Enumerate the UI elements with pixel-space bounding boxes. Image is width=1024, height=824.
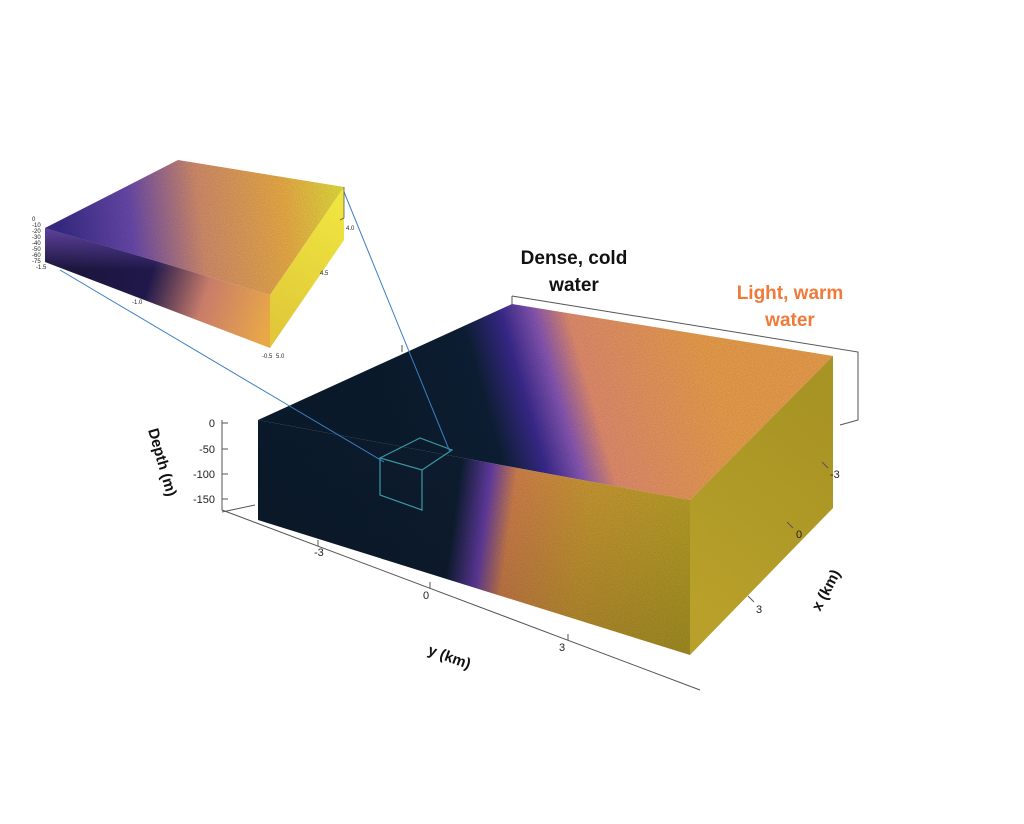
inset-right-face <box>270 187 344 348</box>
inset-x-tick: 5.0 <box>276 354 285 360</box>
inset-depth-tick: -75 <box>32 259 41 265</box>
y-axis-title: y (km) <box>426 642 473 673</box>
zoom-region-box <box>378 437 454 511</box>
cold-water-label-line1: Dense, cold <box>521 248 628 269</box>
y-tick: -3 <box>314 547 324 559</box>
x-axis-title: x (km) <box>809 567 845 614</box>
depth-tick: -150 <box>193 494 215 506</box>
inset-y-tick: -1.0 <box>132 300 143 306</box>
inset-depth-tick: -60 <box>32 253 41 259</box>
inset-depth-tick: -20 <box>32 229 41 235</box>
inset-depth-tick: -50 <box>32 247 41 253</box>
inset-x-ticks: 4.0 4.5 5.0 <box>276 226 355 360</box>
x-tick: 3 <box>756 604 762 616</box>
warm-water-label-line2: water <box>764 310 815 331</box>
depth-tick: -50 <box>199 444 215 456</box>
inset-depth-tick: -10 <box>32 223 41 229</box>
depth-axis: 0 -50 -100 -150 Depth (m) <box>144 418 228 506</box>
inset-x-tick: 4.5 <box>320 271 329 277</box>
warm-water-annotation: Light, warm water <box>737 283 844 331</box>
inset-y-ticks: -1.0 -0.5 <box>132 300 273 360</box>
x-tick: -3 <box>830 469 840 481</box>
y-tick: 3 <box>559 642 565 654</box>
inset-y-tick: -0.5 <box>262 354 273 360</box>
warm-water-label-line1: Light, warm <box>737 283 844 304</box>
inset-depth-tick: -1.5 <box>36 265 47 271</box>
depth-axis-title: Depth (m) <box>144 426 180 498</box>
cold-water-annotation: Dense, cold water <box>521 248 628 296</box>
inset-x-tick: 4.0 <box>346 226 355 232</box>
inset-depth-tick: 0 <box>32 217 36 223</box>
zoom-connector-lines <box>59 186 451 463</box>
block-right-face <box>690 356 833 655</box>
depth-tick: -100 <box>193 469 215 481</box>
inset-depth-tick: -30 <box>32 235 41 241</box>
inset-depth-tick: -40 <box>32 241 41 247</box>
y-tick: 0 <box>423 590 429 602</box>
inset-block <box>45 160 345 348</box>
ocean-block <box>258 304 833 655</box>
x-tick: 0 <box>796 529 802 541</box>
inset-depth-ticks: 0 -10 -20 -30 -40 -50 -60 -75 -1.5 <box>32 217 47 271</box>
depth-tick: 0 <box>209 418 215 430</box>
cold-water-label-line2: water <box>548 275 599 296</box>
